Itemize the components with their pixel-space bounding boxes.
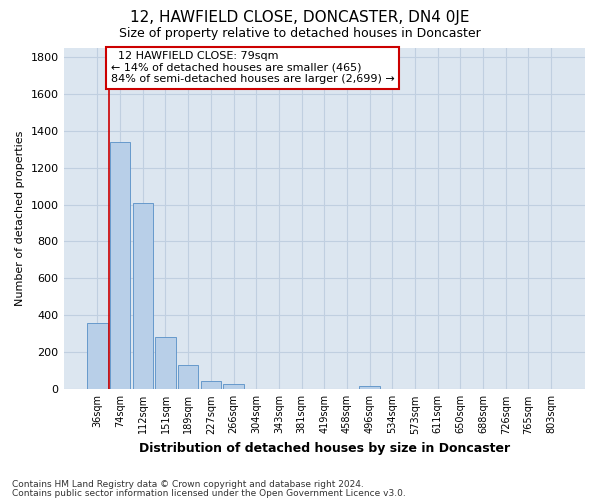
Text: Contains public sector information licensed under the Open Government Licence v3: Contains public sector information licen… [12, 488, 406, 498]
Bar [155, 336, 176, 390]
Text: Size of property relative to detached houses in Doncaster: Size of property relative to detached ho… [119, 28, 481, 40]
Text: 12, HAWFIELD CLOSE, DONCASTER, DN4 0JE: 12, HAWFIELD CLOSE, DONCASTER, DN4 0JE [130, 10, 470, 25]
X-axis label: Distribution of detached houses by size in Doncaster: Distribution of detached houses by size … [139, 442, 510, 455]
Bar [87, 323, 107, 390]
Bar [359, 386, 380, 390]
Bar [133, 202, 153, 390]
Bar [178, 366, 199, 390]
Bar [200, 381, 221, 390]
Text: Contains HM Land Registry data © Crown copyright and database right 2024.: Contains HM Land Registry data © Crown c… [12, 480, 364, 489]
Bar [110, 142, 130, 390]
Bar [223, 384, 244, 390]
Text: 12 HAWFIELD CLOSE: 79sqm
← 14% of detached houses are smaller (465)
84% of semi-: 12 HAWFIELD CLOSE: 79sqm ← 14% of detach… [110, 51, 394, 84]
Y-axis label: Number of detached properties: Number of detached properties [15, 130, 25, 306]
